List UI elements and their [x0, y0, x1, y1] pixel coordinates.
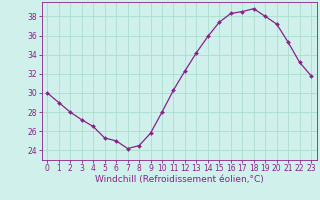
X-axis label: Windchill (Refroidissement éolien,°C): Windchill (Refroidissement éolien,°C) — [95, 175, 264, 184]
